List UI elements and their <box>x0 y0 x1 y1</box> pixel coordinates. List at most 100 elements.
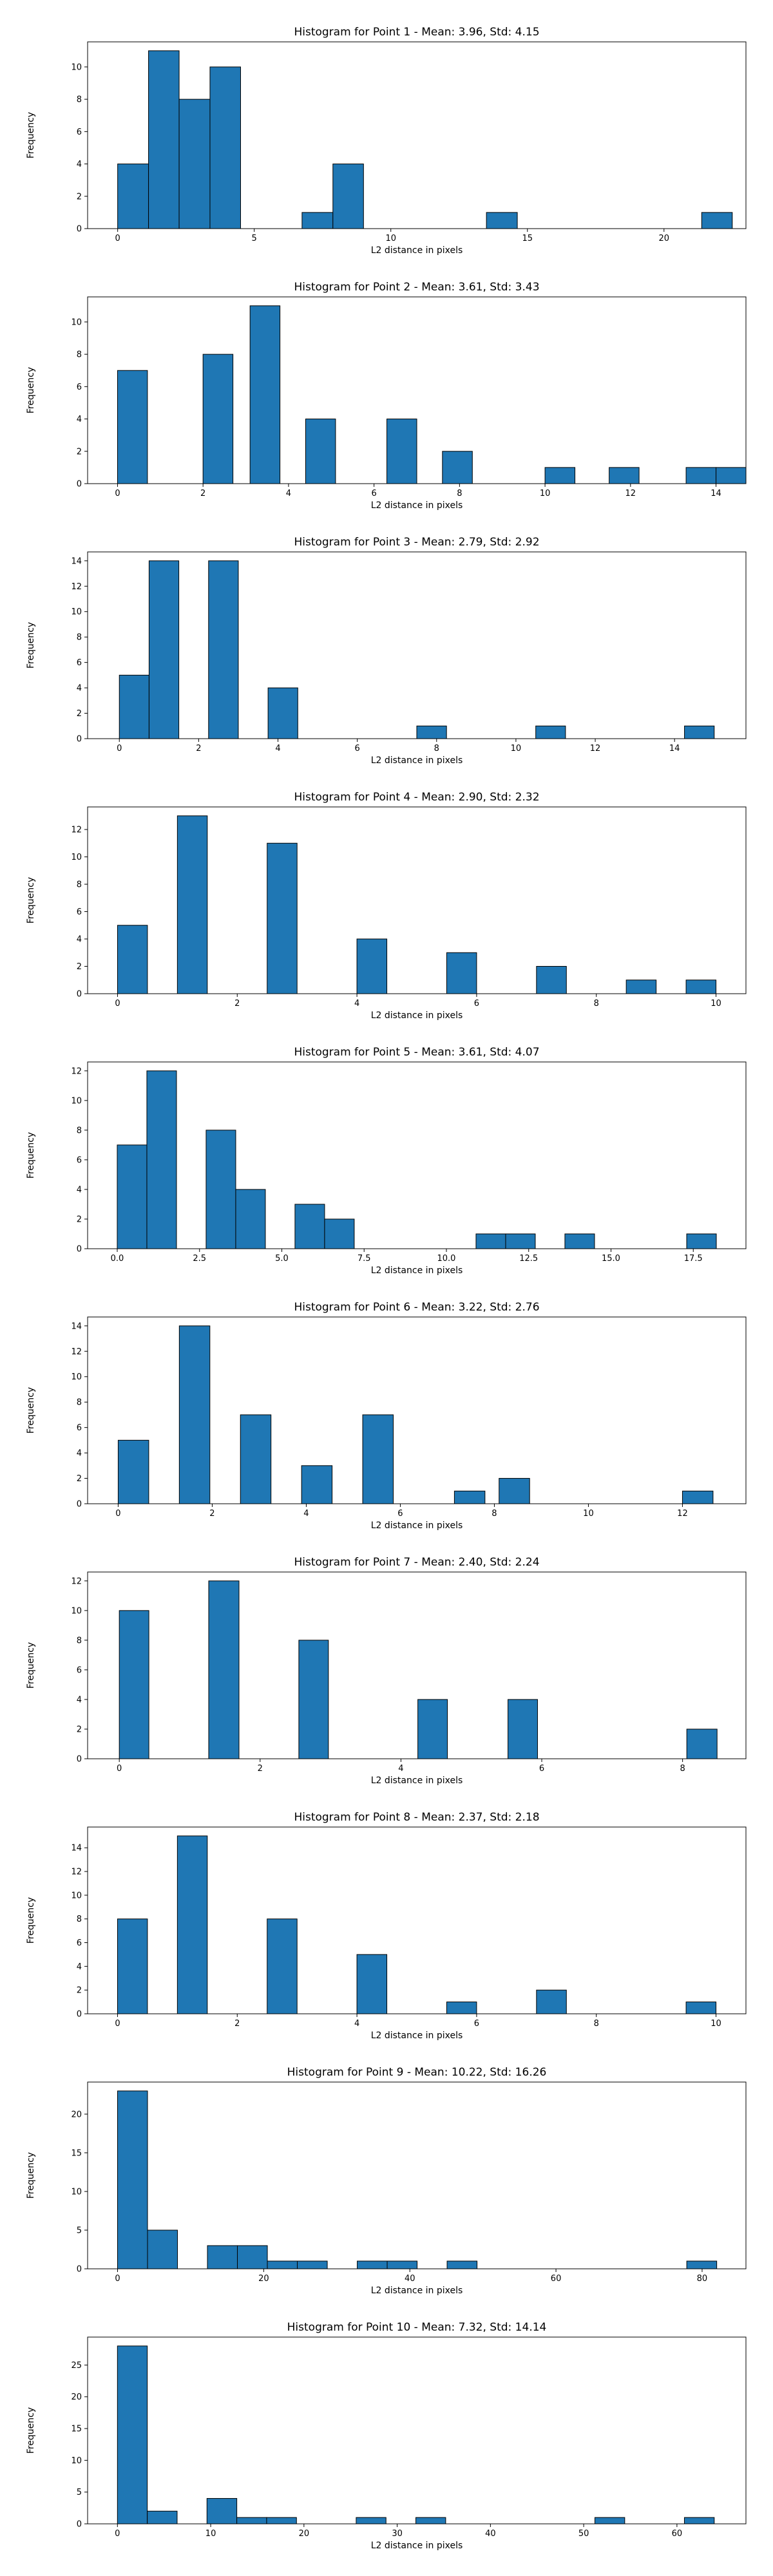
y-tick-label: 10 <box>71 1096 82 1106</box>
y-tick-label: 10 <box>71 62 82 72</box>
y-tick-label: 20 <box>71 2392 82 2402</box>
x-tick-label: 2 <box>234 999 240 1009</box>
histogram-bar <box>716 467 747 484</box>
histogram-bar <box>446 2002 477 2014</box>
x-tick-label: 12 <box>677 1509 688 1519</box>
histogram-bar <box>535 725 566 739</box>
x-axis-label: L2 distance in pixels <box>371 1010 463 1021</box>
histogram-bar <box>686 2260 718 2269</box>
histogram-bar <box>267 687 298 739</box>
chart-title: Histogram for Point 5 - Mean: 3.61, Std:… <box>294 1046 539 1059</box>
chart-title: Histogram for Point 9 - Mean: 10.22, Std… <box>287 2066 547 2079</box>
y-tick-label: 0 <box>77 2010 82 2020</box>
histogram-bar <box>178 99 211 229</box>
histogram-bar <box>446 952 477 994</box>
x-tick-label: 12 <box>625 489 636 498</box>
histogram-panel-3: Histogram for Point 3 - Mean: 2.79, Std:… <box>26 536 747 766</box>
y-tick-label: 0 <box>77 2520 82 2530</box>
histogram-panel-2: Histogram for Point 2 - Mean: 3.61, Std:… <box>26 281 747 511</box>
y-tick-label: 12 <box>71 1066 82 1076</box>
y-tick-label: 2 <box>77 1986 82 1996</box>
x-tick-label: 12.5 <box>519 1254 538 1264</box>
x-axis-label: L2 distance in pixels <box>371 1265 463 1276</box>
y-tick-label: 15 <box>71 2148 82 2158</box>
x-tick-label: 2.5 <box>193 1254 206 1264</box>
x-tick-label: 10 <box>583 1509 594 1519</box>
x-tick-label: 10 <box>711 2019 721 2029</box>
histogram-bar <box>117 164 149 229</box>
x-tick-label: 0 <box>115 489 120 498</box>
histogram-bar <box>417 1699 448 1759</box>
x-tick-label: 40 <box>485 2529 496 2539</box>
histogram-bar <box>625 980 657 994</box>
chart-title: Histogram for Point 8 - Mean: 2.37, Std:… <box>294 1811 539 1824</box>
histogram-panel-8: Histogram for Point 8 - Mean: 2.37, Std:… <box>26 1811 747 2041</box>
histogram-bar <box>148 560 180 739</box>
y-tick-label: 10 <box>71 853 82 862</box>
histogram-bar <box>446 2260 478 2269</box>
histogram-bar <box>209 66 241 229</box>
histogram-bar <box>206 2498 238 2524</box>
y-axis-label: Frequency <box>26 367 36 413</box>
histogram-bar <box>685 467 717 484</box>
y-tick-label: 6 <box>77 128 82 137</box>
y-axis-label: Frequency <box>26 622 36 668</box>
y-tick-label: 0 <box>77 2265 82 2275</box>
histogram-bar <box>442 451 473 484</box>
y-tick-label: 10 <box>71 1372 82 1382</box>
y-tick-label: 12 <box>71 582 82 592</box>
x-tick-label: 7.5 <box>358 1254 371 1264</box>
x-tick-label: 20 <box>299 2529 310 2539</box>
histogram-bar <box>119 674 149 739</box>
x-tick-label: 4 <box>286 489 291 498</box>
y-tick-label: 20 <box>71 2110 82 2119</box>
y-tick-label: 0 <box>77 480 82 489</box>
x-tick-label: 4 <box>354 2019 359 2029</box>
y-tick-label: 0 <box>77 1755 82 1765</box>
y-tick-label: 14 <box>71 1321 82 1331</box>
histogram-bar <box>564 1233 595 1249</box>
histogram-bar <box>505 1233 536 1249</box>
histogram-bar <box>267 2260 298 2269</box>
x-tick-label: 80 <box>697 2274 708 2284</box>
x-tick-label: 2 <box>196 744 201 753</box>
x-tick-label: 2 <box>234 2019 240 2029</box>
histogram-bar <box>297 2260 328 2269</box>
x-tick-label: 4 <box>275 744 280 753</box>
y-tick-label: 4 <box>77 1695 82 1705</box>
x-tick-label: 0 <box>115 2019 120 2029</box>
y-tick-label: 6 <box>77 1155 82 1165</box>
histogram-bar <box>240 1414 272 1504</box>
histogram-bar <box>682 1490 714 1504</box>
x-tick-label: 6 <box>355 744 360 753</box>
x-tick-label: 0 <box>115 999 120 1009</box>
histogram-bar <box>205 1130 236 1249</box>
histogram-bar <box>453 1490 486 1504</box>
y-tick-label: 8 <box>77 350 82 360</box>
histogram-bar <box>235 1189 266 1249</box>
y-tick-label: 4 <box>77 160 82 169</box>
histogram-bar <box>236 2517 267 2524</box>
x-axis-label: L2 distance in pixels <box>371 755 463 766</box>
x-tick-label: 2 <box>258 1764 263 1774</box>
y-tick-label: 15 <box>71 2425 82 2434</box>
y-axis-label: Frequency <box>26 1387 36 1434</box>
x-tick-label: 10 <box>711 999 721 1009</box>
histogram-bar <box>685 980 717 994</box>
x-tick-label: 6 <box>539 1764 544 1774</box>
x-tick-label: 12 <box>590 744 601 753</box>
histogram-panel-9: Histogram for Point 9 - Mean: 10.22, Std… <box>26 2066 747 2296</box>
x-tick-label: 0 <box>115 234 120 243</box>
x-tick-label: 10 <box>540 489 551 498</box>
y-axis-label: Frequency <box>26 877 36 923</box>
x-tick-label: 8 <box>457 489 462 498</box>
y-tick-label: 4 <box>77 1449 82 1459</box>
x-tick-label: 17.5 <box>684 1254 703 1264</box>
histogram-bar <box>415 2517 446 2524</box>
y-tick-label: 2 <box>77 1215 82 1224</box>
x-tick-label: 0 <box>115 2529 120 2539</box>
x-axis-label: L2 distance in pixels <box>371 500 463 511</box>
y-tick-label: 6 <box>77 658 82 668</box>
x-tick-label: 10 <box>205 2529 216 2539</box>
